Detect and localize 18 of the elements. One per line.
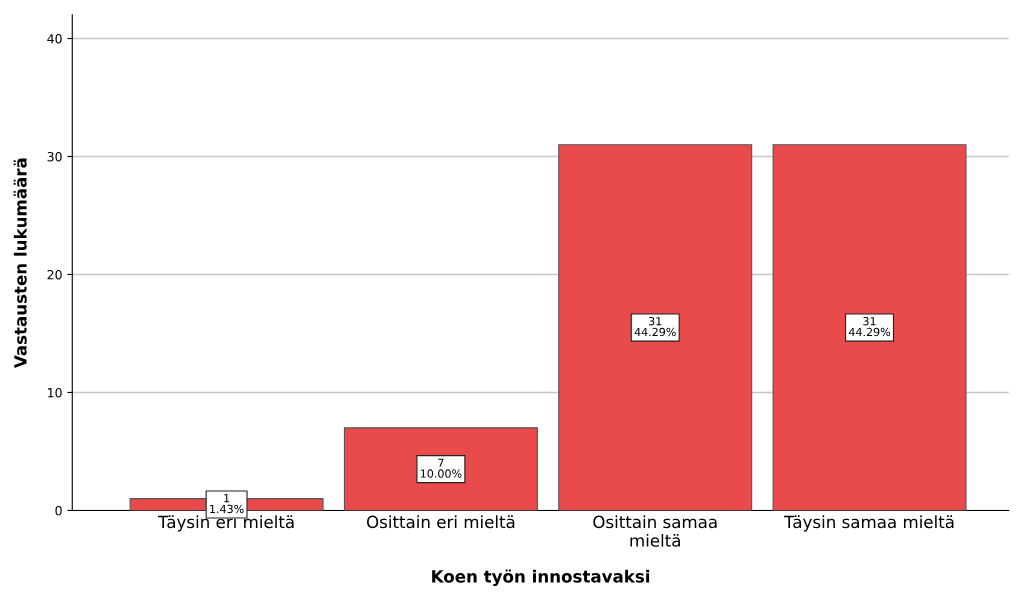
data-label: 31 44.29%	[634, 317, 676, 337]
y-tick-label: 40	[47, 33, 62, 44]
x-tick-label: Täysin samaa mieltä	[784, 515, 954, 532]
bar	[772, 144, 967, 511]
y-tick-label: 0	[55, 505, 62, 516]
x-tick-label: Osittain samaa mieltä	[593, 515, 717, 547]
data-label: 7 10.00%	[420, 458, 462, 478]
y-tick-label: 20	[47, 269, 62, 280]
x-axis-title: Koen työn innostavaksi	[432, 569, 650, 587]
x-tick-label: Osittain eri mieltä	[366, 515, 515, 529]
y-tick-label: 30	[47, 151, 62, 162]
x-tick-label: Täysin eri mieltä	[158, 515, 294, 532]
bar	[558, 144, 753, 511]
y-tick-label: 10	[48, 387, 62, 398]
bar	[343, 427, 538, 511]
data-label: 31 44.29%	[848, 317, 891, 337]
data-label: 1 1.43%	[210, 494, 244, 514]
y-axis-title: Vastausten lukumäärä	[13, 158, 27, 369]
